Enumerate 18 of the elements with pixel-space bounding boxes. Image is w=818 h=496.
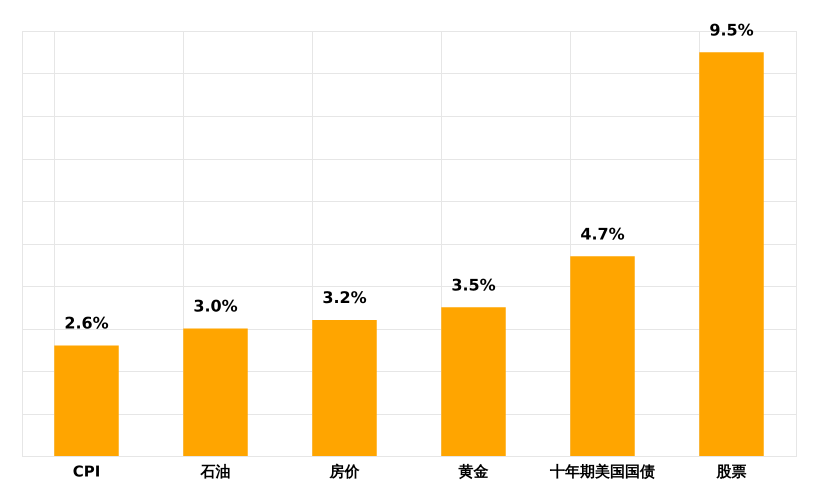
data-label: 3.0% — [193, 296, 238, 316]
data-label: 4.7% — [580, 224, 625, 244]
bar — [570, 256, 635, 456]
x-tick-label: 黄金 — [458, 462, 488, 480]
bar — [699, 52, 764, 456]
data-label: 3.5% — [451, 275, 496, 294]
bar — [441, 307, 506, 456]
x-tick-label: CPI — [72, 462, 100, 480]
x-tick-label: 十年期美国国债 — [549, 462, 655, 480]
bar — [183, 328, 248, 456]
bar — [312, 320, 377, 456]
data-label: 3.2% — [322, 288, 367, 307]
x-tick-label: 股票 — [716, 462, 746, 480]
data-label: 9.5% — [709, 20, 754, 40]
x-tick-label: 石油 — [200, 462, 230, 480]
x-tick-label: 房价 — [328, 462, 360, 480]
data-label: 2.6% — [64, 314, 109, 332]
bar — [54, 346, 119, 456]
